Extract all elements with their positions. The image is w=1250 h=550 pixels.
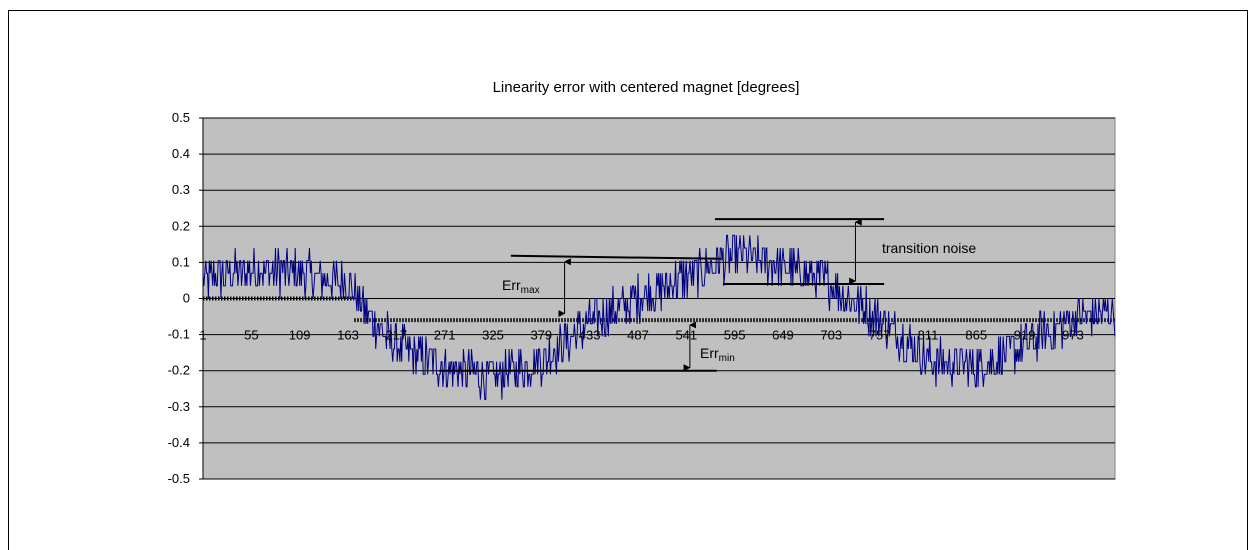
x-tick-label: 109 [289, 328, 311, 343]
annotation-err-max: Errmax [502, 277, 540, 296]
y-tick-label: 0.1 [172, 254, 190, 269]
plot-area [199, 117, 1116, 480]
annotation-transition-noise: transition noise [882, 240, 976, 256]
x-tick-label: 487 [627, 328, 649, 343]
series-line [202, 234, 1116, 401]
y-tick-label: 0.4 [172, 146, 190, 161]
y-tick-label: -0.4 [168, 435, 190, 450]
x-tick-label: 865 [965, 328, 987, 343]
y-tick-label: -0.5 [168, 471, 190, 486]
transition-noise-label: transition noise [882, 240, 976, 256]
x-tick-label: 919 [1014, 328, 1036, 343]
x-tick-label: 1 [199, 328, 206, 343]
err-max-label: Errmax [502, 277, 540, 296]
x-tick-label: 703 [820, 328, 842, 343]
x-tick-label: 379 [530, 328, 552, 343]
x-tick-label: 595 [724, 328, 746, 343]
x-tick-label: 271 [434, 328, 456, 343]
y-tick-label: 0.2 [172, 218, 190, 233]
y-tick-label: 0 [183, 291, 190, 306]
x-tick-label: 325 [482, 328, 504, 343]
x-tick-label: 163 [337, 328, 359, 343]
err-max-line [510, 254, 722, 260]
x-tick-label: 55 [244, 328, 258, 343]
x-tick-label: 649 [772, 328, 794, 343]
y-tick-label: -0.1 [168, 327, 190, 342]
x-tick-label: 433 [579, 328, 601, 343]
x-tick-label: 541 [675, 328, 697, 343]
x-tick-label: 217 [385, 328, 407, 343]
y-tick-label: 0.5 [172, 110, 190, 125]
err-min-label: Errmin [700, 345, 735, 364]
x-tick-label: 973 [1062, 328, 1084, 343]
x-tick-label: 757 [869, 328, 891, 343]
chart-frame [8, 10, 1248, 550]
annotation-err-min: Errmin [700, 345, 735, 364]
y-tick-label: -0.2 [168, 363, 190, 378]
chart-title: Linearity error with centered magnet [de… [493, 79, 800, 96]
y-tick-label: -0.3 [168, 399, 190, 414]
x-tick-label: 811 [918, 328, 939, 343]
y-tick-label: 0.3 [172, 182, 190, 197]
